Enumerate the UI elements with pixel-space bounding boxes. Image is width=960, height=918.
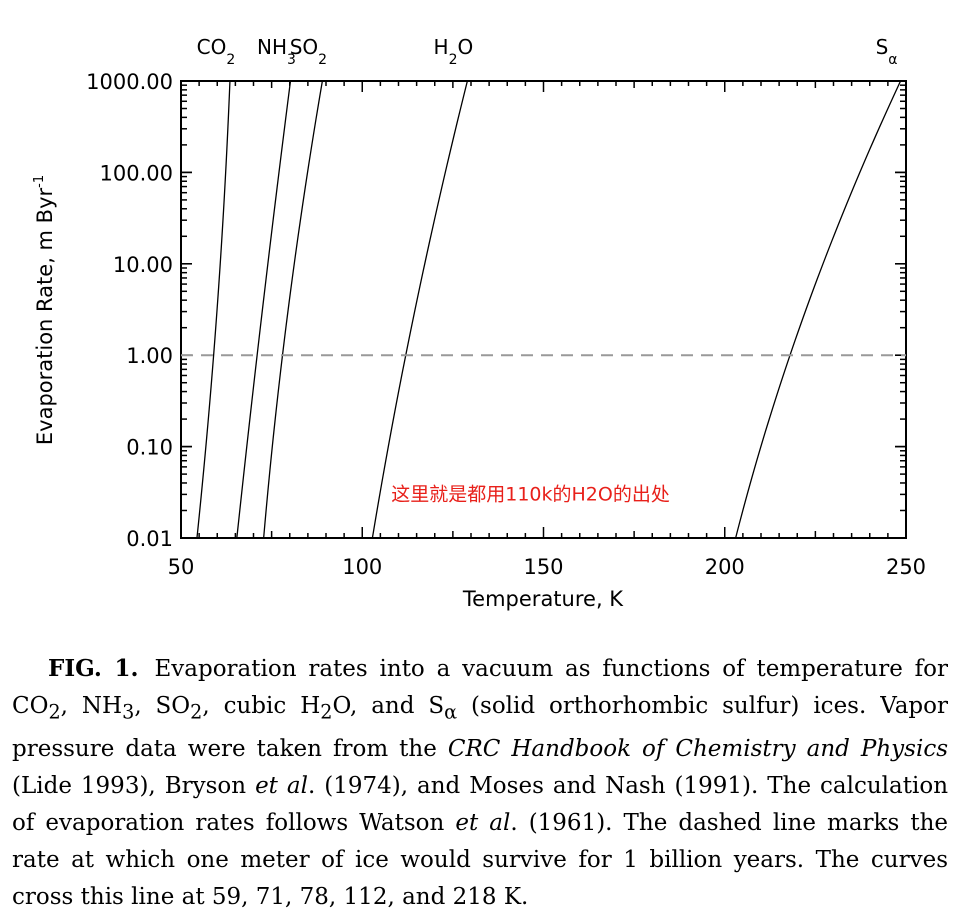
caption-sub-5: α	[444, 700, 458, 724]
caption-text-4: , cubic H	[202, 693, 321, 719]
caption-italic-etal-1: et al	[255, 772, 308, 799]
series-line	[236, 81, 292, 538]
caption-sub-3: 2	[190, 700, 203, 724]
y-tick-label: 100.00	[100, 161, 173, 185]
y-tick-label: 0.10	[126, 436, 173, 460]
handwritten-annotation: 这里就是都用110k的H2O的出处	[391, 483, 670, 505]
x-tick-label: 50	[168, 555, 195, 579]
series-label: NH3	[257, 35, 296, 68]
series-line	[196, 81, 231, 538]
y-axis-label: Evaporation Rate, m Byr-1	[32, 175, 57, 445]
caption-sub-1: 2	[48, 700, 61, 724]
series-label: H2O	[434, 35, 474, 68]
caption-text-8: . (1974), and Moses and Nash (1991). The…	[12, 772, 949, 836]
x-tick-label: 250	[886, 555, 926, 579]
evaporation-chart: 50 100 150 200 250 0.01 0.10 1.00 10.00 100.00 100…	[32, 35, 926, 611]
x-tick-label: 200	[705, 555, 745, 579]
y-axis-label-main: Evaporation Rate, m Byr	[33, 187, 57, 445]
axis-ticks	[180, 80, 907, 539]
series-label: Sα	[876, 35, 898, 68]
caption-fig-label: FIG. 1.	[48, 655, 139, 682]
caption-text-2: , NH	[60, 693, 123, 719]
tick-labels: 50 100 150 200 250 0.01 0.10 1.00 10.00 100.00 100…	[86, 70, 926, 579]
caption-text-3: , SO	[134, 693, 191, 719]
y-tick-label: 0.01	[126, 527, 173, 551]
x-axis-label: Temperature, K	[462, 587, 624, 611]
caption-text-5: O, and S	[332, 693, 445, 719]
y-tick-label: 10.00	[113, 253, 173, 277]
x-tick-label: 150	[523, 555, 563, 579]
series-label: CO2	[197, 35, 236, 68]
caption-text-9: . (1961). The dashed line marks the rate…	[12, 809, 948, 910]
series-curves	[196, 81, 902, 538]
caption-text-1: Evaporation rates into a vacuum as funct…	[12, 656, 949, 719]
caption-italic-crc: CRC Handbook of Chemistry and Physics	[447, 735, 949, 762]
caption-sub-2: 3	[122, 700, 135, 724]
x-tick-label: 100	[342, 555, 382, 579]
plot-frame	[180, 80, 907, 539]
series-line	[371, 81, 469, 538]
caption-italic-etal-2: et al	[455, 809, 511, 836]
y-axis-label-superscript: -1	[32, 175, 47, 188]
series-line	[735, 81, 902, 538]
caption-text-6: (solid orthorhombic sulfur) ices. Vapor …	[12, 693, 949, 762]
figure-caption: FIG. 1. Evaporation rates into a vacuum a…	[12, 650, 948, 916]
series-label: SO2	[290, 35, 327, 68]
caption-sub-4: 2	[320, 700, 333, 724]
series-line	[263, 81, 324, 538]
caption-text-7: (Lide 1993), Bryson	[12, 772, 256, 799]
y-tick-label: 1.00	[126, 344, 173, 368]
y-tick-label: 1000.00	[86, 70, 173, 94]
